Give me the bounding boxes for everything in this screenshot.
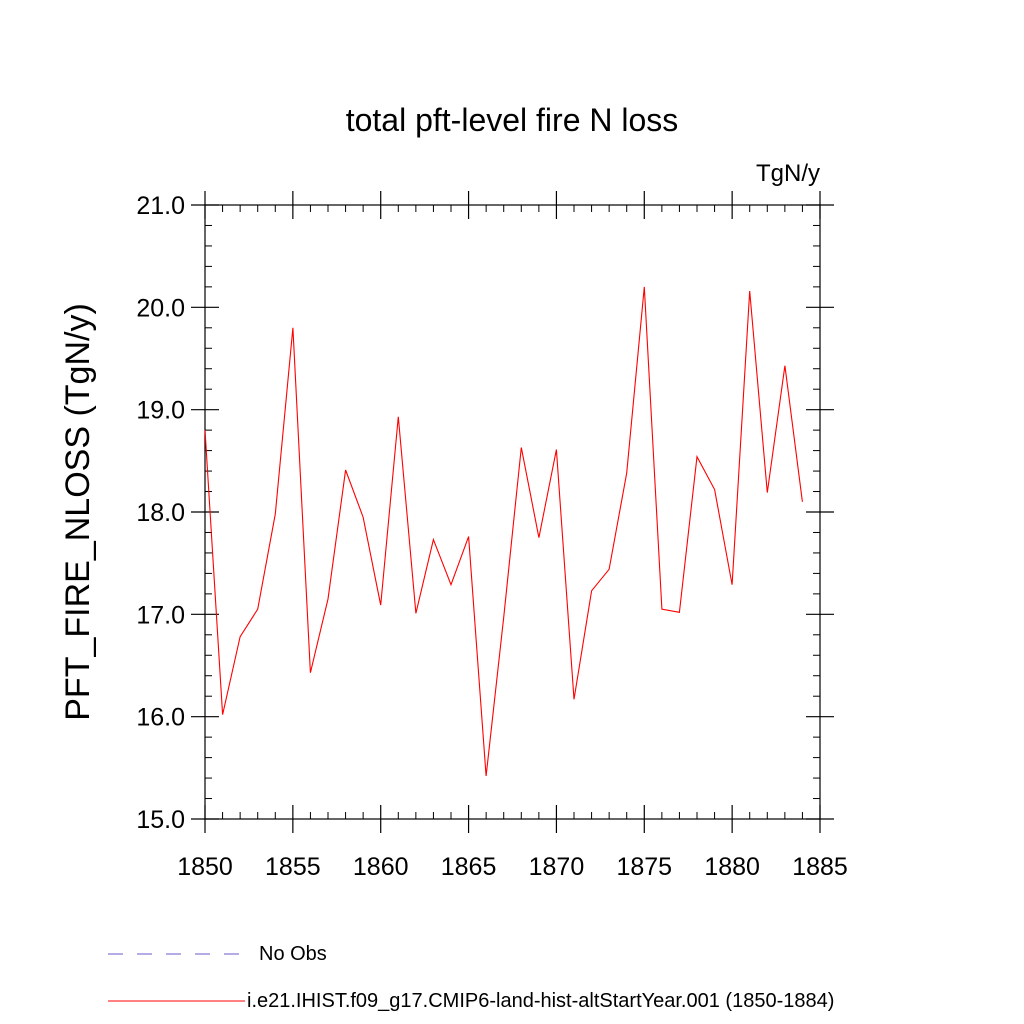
x-tick-label: 1850 xyxy=(177,853,233,881)
x-tick-label: 1885 xyxy=(792,853,848,881)
legend-label-no-obs: No Obs xyxy=(259,943,327,965)
legend-label-model: i.e21.IHIST.f09_g17.CMIP6-land-hist-altS… xyxy=(247,990,834,1012)
y-tick-label: 17.0 xyxy=(136,601,185,629)
y-tick-label: 16.0 xyxy=(136,704,185,732)
legend-item-model: i.e21.IHIST.f09_g17.CMIP6-land-hist-altS… xyxy=(108,990,834,1012)
x-tick-label: 1860 xyxy=(353,853,409,881)
y-tick-label: 19.0 xyxy=(136,397,185,425)
series-line xyxy=(204,286,803,777)
series-layer xyxy=(204,286,803,777)
y-tick-label: 18.0 xyxy=(136,499,185,527)
x-tick-label: 1880 xyxy=(704,853,760,881)
y-axis-label: PFT_FIRE_NLOSS (TgN/y) xyxy=(59,303,97,721)
y-tick-label: 20.0 xyxy=(136,294,185,322)
x-tick-label: 1855 xyxy=(265,853,321,881)
legend: No Obs i.e21.IHIST.f09_g17.CMIP6-land-hi… xyxy=(108,943,834,1012)
y-tick-label: 21.0 xyxy=(136,192,185,220)
x-tick-label: 1865 xyxy=(441,853,497,881)
y-axis-ticks: 15.0 16.0 17.0 18.0 19.0 20.0 21.0 xyxy=(136,192,834,834)
x-tick-label: 1875 xyxy=(616,853,672,881)
y-tick-label: 15.0 xyxy=(136,806,185,834)
chart-title: total pft-level fire N loss xyxy=(346,102,679,138)
x-tick-label: 1870 xyxy=(529,853,585,881)
legend-item-no-obs: No Obs xyxy=(108,943,327,965)
plot-frame xyxy=(204,204,821,820)
units-label: TgN/y xyxy=(756,160,820,187)
x-axis-ticks: 1850 1855 1860 1865 1870 1875 1880 1885 xyxy=(177,191,848,881)
